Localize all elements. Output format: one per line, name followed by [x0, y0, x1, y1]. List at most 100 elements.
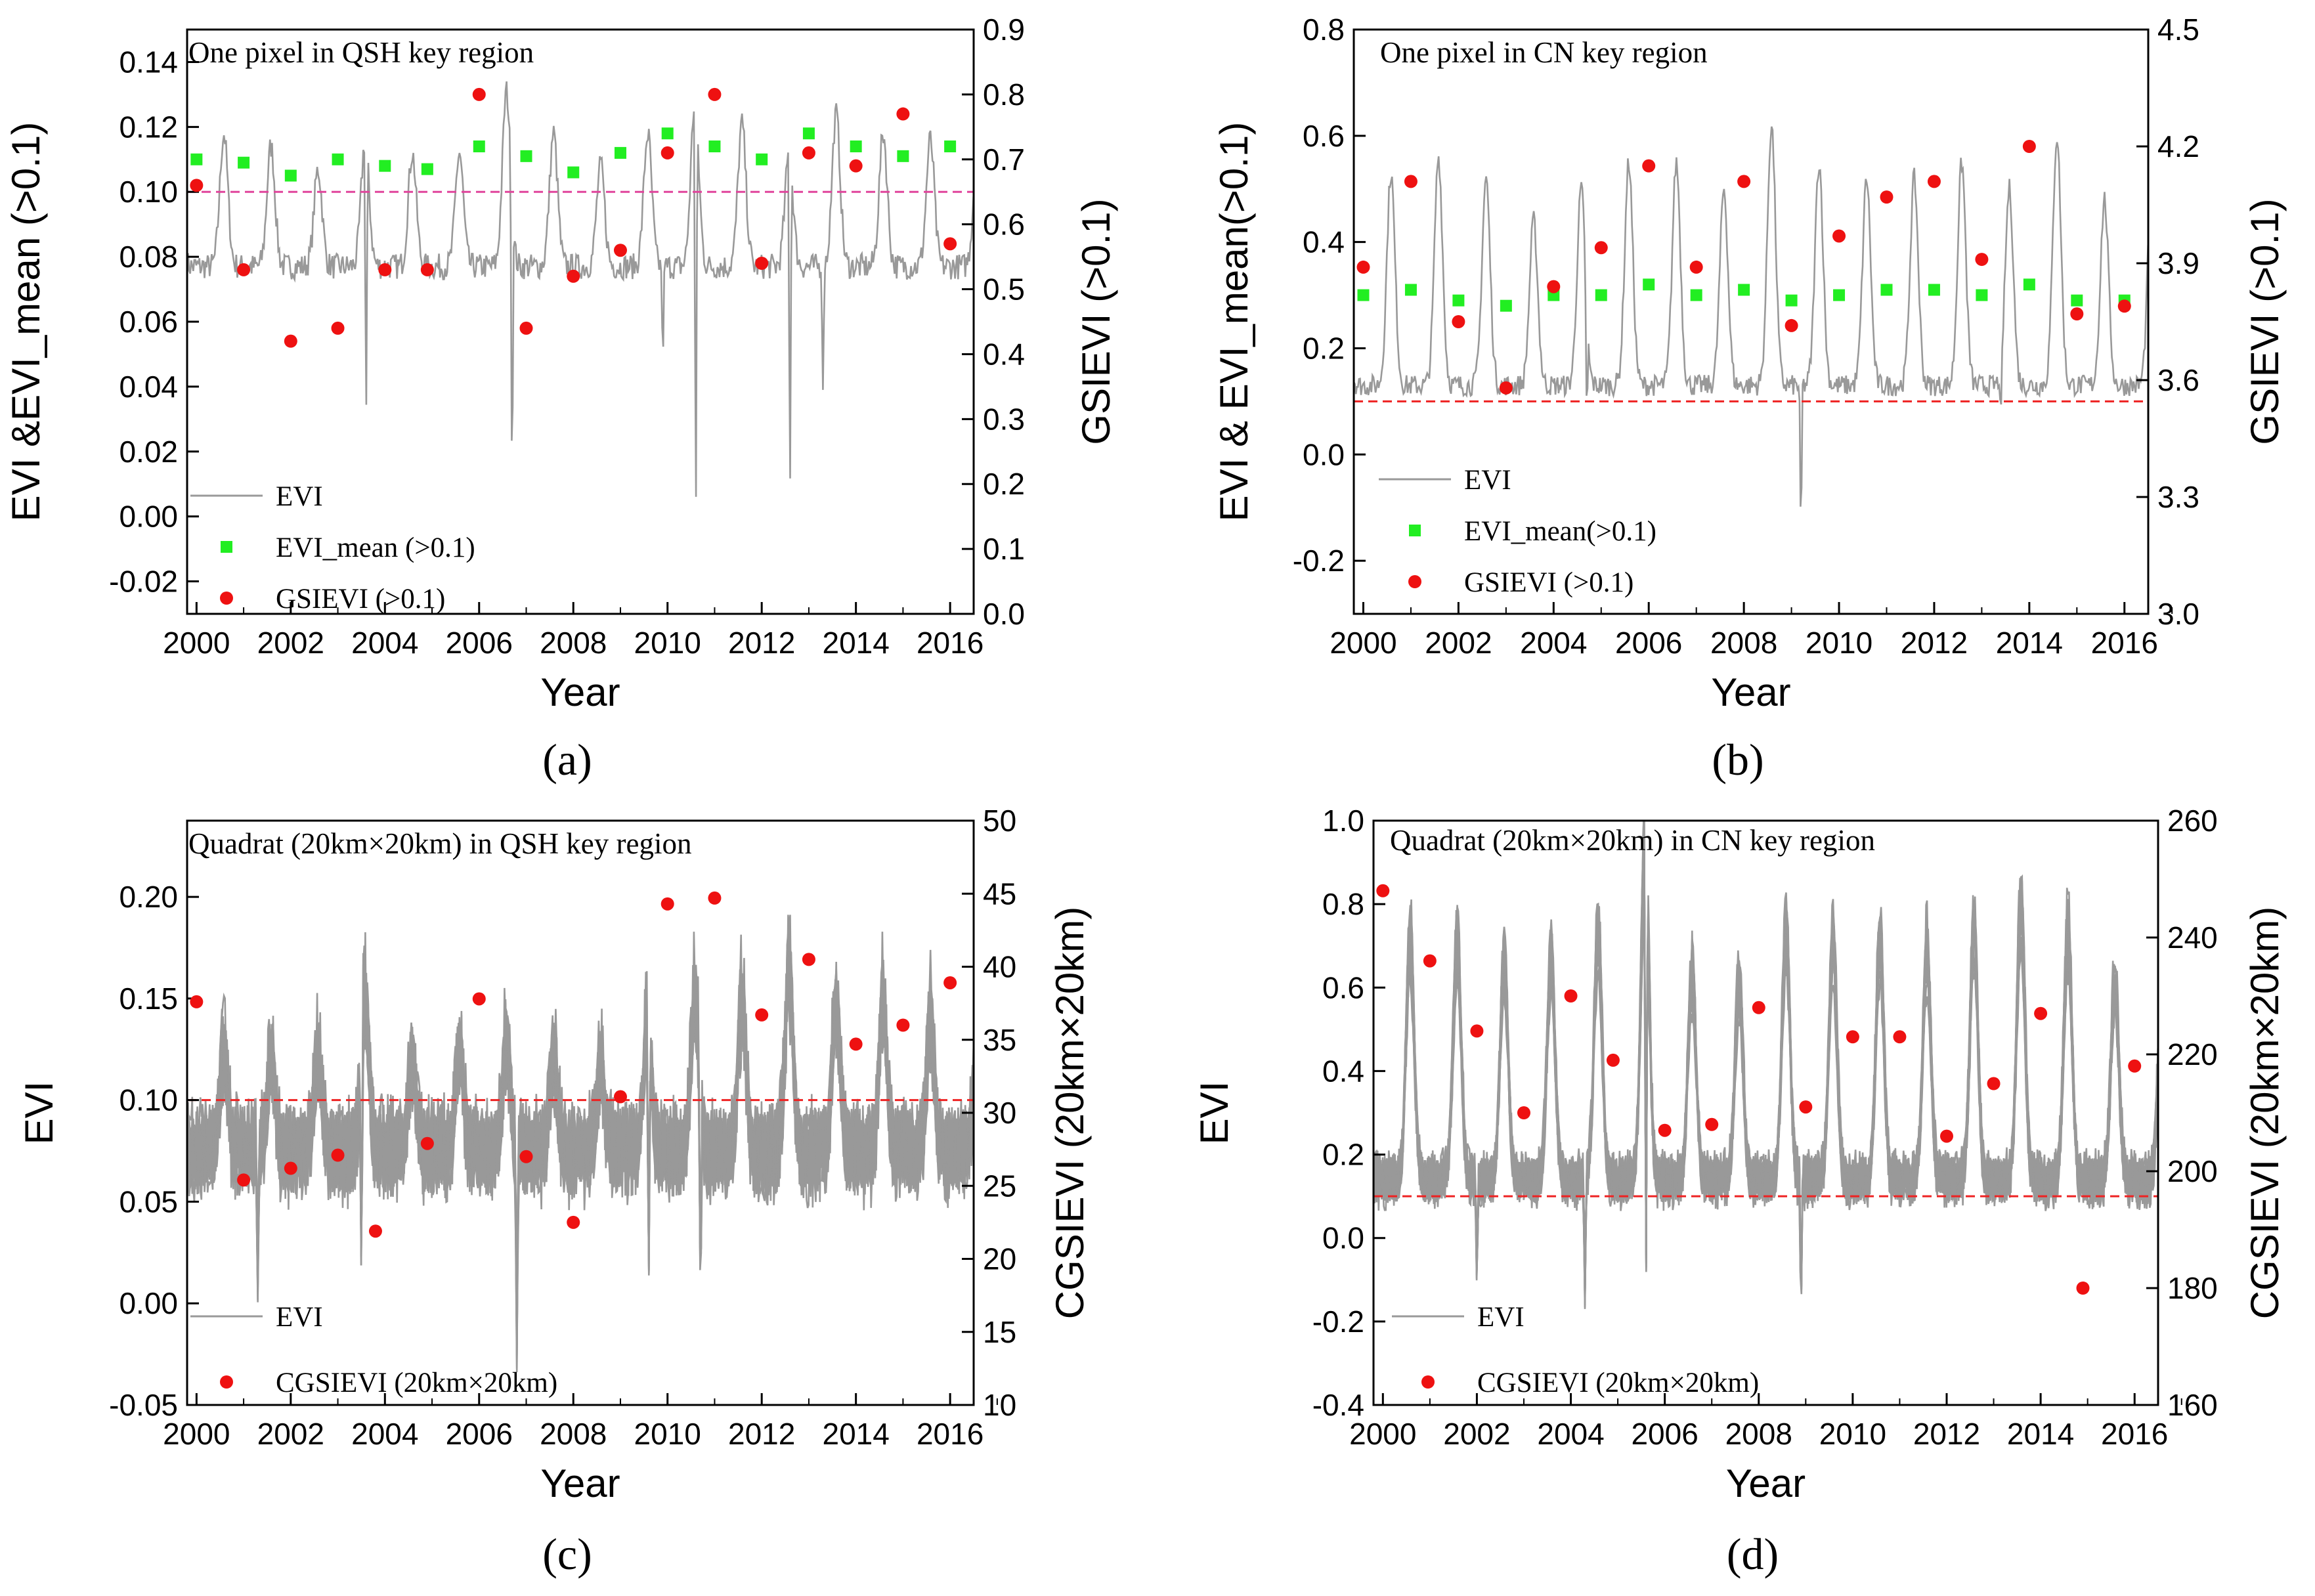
x-tick-label: 2008 [1710, 626, 1777, 660]
gsi-point [1752, 1001, 1765, 1014]
mean-point [1738, 284, 1750, 296]
evi-line [1374, 821, 2158, 1303]
y2-tick-label: 3.6 [2157, 363, 2199, 397]
y2-tick-label: 4.2 [2157, 129, 2199, 163]
panel-caption: (d) [1727, 1529, 1779, 1579]
y2-axis-label: CGSIEVI (20km×20km) [2243, 907, 2287, 1320]
x-tick-label: 2010 [1806, 626, 1872, 660]
legend-label: GSIEVI (>0.1) [1464, 567, 1633, 598]
y2-tick-label: 50 [983, 804, 1016, 838]
x-tick-label: 2016 [917, 626, 984, 660]
y-tick-label: 1.0 [1322, 804, 1364, 838]
y-tick-label: 0.8 [1322, 887, 1364, 921]
gsi-point [1423, 954, 1437, 968]
gsi-point [237, 263, 251, 276]
x-tick-label: 2000 [1330, 626, 1396, 660]
x-tick-label: 2012 [728, 1417, 795, 1451]
mean-point [850, 140, 862, 152]
y2-tick-label: 20 [983, 1242, 1016, 1276]
y2-tick-label: 180 [2167, 1271, 2218, 1305]
y-tick-label: 0.10 [119, 175, 178, 209]
x-tick-label: 2008 [540, 1417, 607, 1451]
legend-dot-icon [1421, 1375, 1435, 1389]
gsi-point [331, 321, 345, 335]
y2-tick-label: 200 [2167, 1154, 2218, 1188]
evi-line [1374, 821, 2158, 1308]
y2-tick-label: 0.9 [983, 12, 1025, 47]
x-tick-label: 2012 [1901, 626, 1968, 660]
y2-tick-label: 220 [2167, 1037, 2218, 1071]
mean-point [520, 150, 532, 162]
gsi-point [237, 1173, 251, 1187]
gsi-point [849, 1037, 863, 1051]
evi-line [1374, 821, 2158, 1301]
gsi-point [1376, 884, 1390, 897]
x-axis-label: Year [1711, 670, 1790, 714]
y-tick-label: 0.0 [1322, 1221, 1364, 1255]
legend-square-icon [1409, 525, 1421, 536]
mean-point [1785, 294, 1798, 307]
evi-line [1374, 821, 2158, 1305]
evi-line [1374, 821, 2158, 1301]
gsi-point [420, 263, 434, 276]
gsi-point [849, 159, 863, 173]
x-tick-label: 2016 [2091, 626, 2158, 660]
x-tick-label: 2002 [257, 626, 324, 660]
gsi-point [1939, 1129, 1953, 1143]
panel-a: 2000 2002 2004 2006 2008 2010 2012 2014 2016 -0.0… [4, 12, 1118, 785]
panel-caption: (c) [542, 1529, 592, 1579]
gsi-point [896, 107, 910, 121]
legend-label: EVI [1464, 465, 1511, 496]
gsi-point [2070, 307, 2084, 321]
mean-point [944, 140, 957, 152]
gsi-point [1658, 1123, 1672, 1137]
gsi-point [284, 1161, 297, 1175]
gsi-point [190, 179, 204, 192]
mean-point [1357, 289, 1370, 301]
legend-label: EVI [1477, 1302, 1525, 1333]
y-axis-label: EVI [1192, 1081, 1236, 1145]
y-tick-label: 0.04 [119, 370, 178, 404]
evi-line [187, 938, 974, 1335]
gsi-point [802, 146, 815, 160]
y-tick-label: 0.2 [1303, 331, 1345, 365]
mean-point [1404, 284, 1417, 296]
mean-point [1452, 294, 1465, 307]
x-tick-label: 2000 [163, 1417, 230, 1451]
gsi-point [368, 1224, 382, 1238]
x-tick-label: 2004 [1537, 1417, 1604, 1451]
x-tick-label: 2012 [1913, 1417, 1980, 1451]
y-tick-label: 0.10 [119, 1083, 178, 1117]
y2-tick-label: 30 [983, 1096, 1016, 1130]
mean-point [190, 153, 203, 165]
y-tick-label: 0.14 [119, 45, 178, 79]
gsi-point [1832, 229, 1846, 243]
legend-label: EVI [276, 1302, 323, 1333]
legend-label: CGSIEVI (20km×20km) [1477, 1368, 1759, 1398]
y2-tick-label: 25 [983, 1169, 1016, 1203]
y-tick-label: 0.20 [119, 880, 178, 914]
x-axis-label: Year [1726, 1461, 1806, 1505]
gsi-point [1799, 1100, 1813, 1114]
mean-point [2071, 294, 2083, 307]
y2-tick-label: 0.8 [983, 77, 1025, 112]
y-tick-label: 0.12 [119, 110, 178, 144]
y-tick-label: -0.05 [109, 1388, 178, 1422]
legend-dot-icon [220, 1375, 233, 1389]
y2-tick-label: 15 [983, 1315, 1016, 1349]
gsi-point [2076, 1282, 2090, 1295]
gsi-point [660, 146, 674, 160]
gsi-point [1987, 1077, 2001, 1090]
x-tick-label: 2012 [728, 626, 795, 660]
gsi-point [1499, 381, 1513, 395]
gsi-point [708, 891, 722, 905]
x-tick-label: 2014 [2007, 1417, 2074, 1451]
mean-point [897, 150, 909, 162]
chart-title: One pixel in CN key region [1380, 36, 1708, 69]
gsi-point [567, 1215, 580, 1229]
chart-title: One pixel in QSH key region [188, 36, 534, 69]
y-tick-label: 0.05 [119, 1184, 178, 1219]
panel-b: 2000 2002 2004 2006 2008 2010 2012 2014 2016 -0.2… [1212, 12, 2287, 785]
x-tick-label: 2010 [1819, 1417, 1886, 1451]
gsi-point [2022, 140, 2036, 153]
